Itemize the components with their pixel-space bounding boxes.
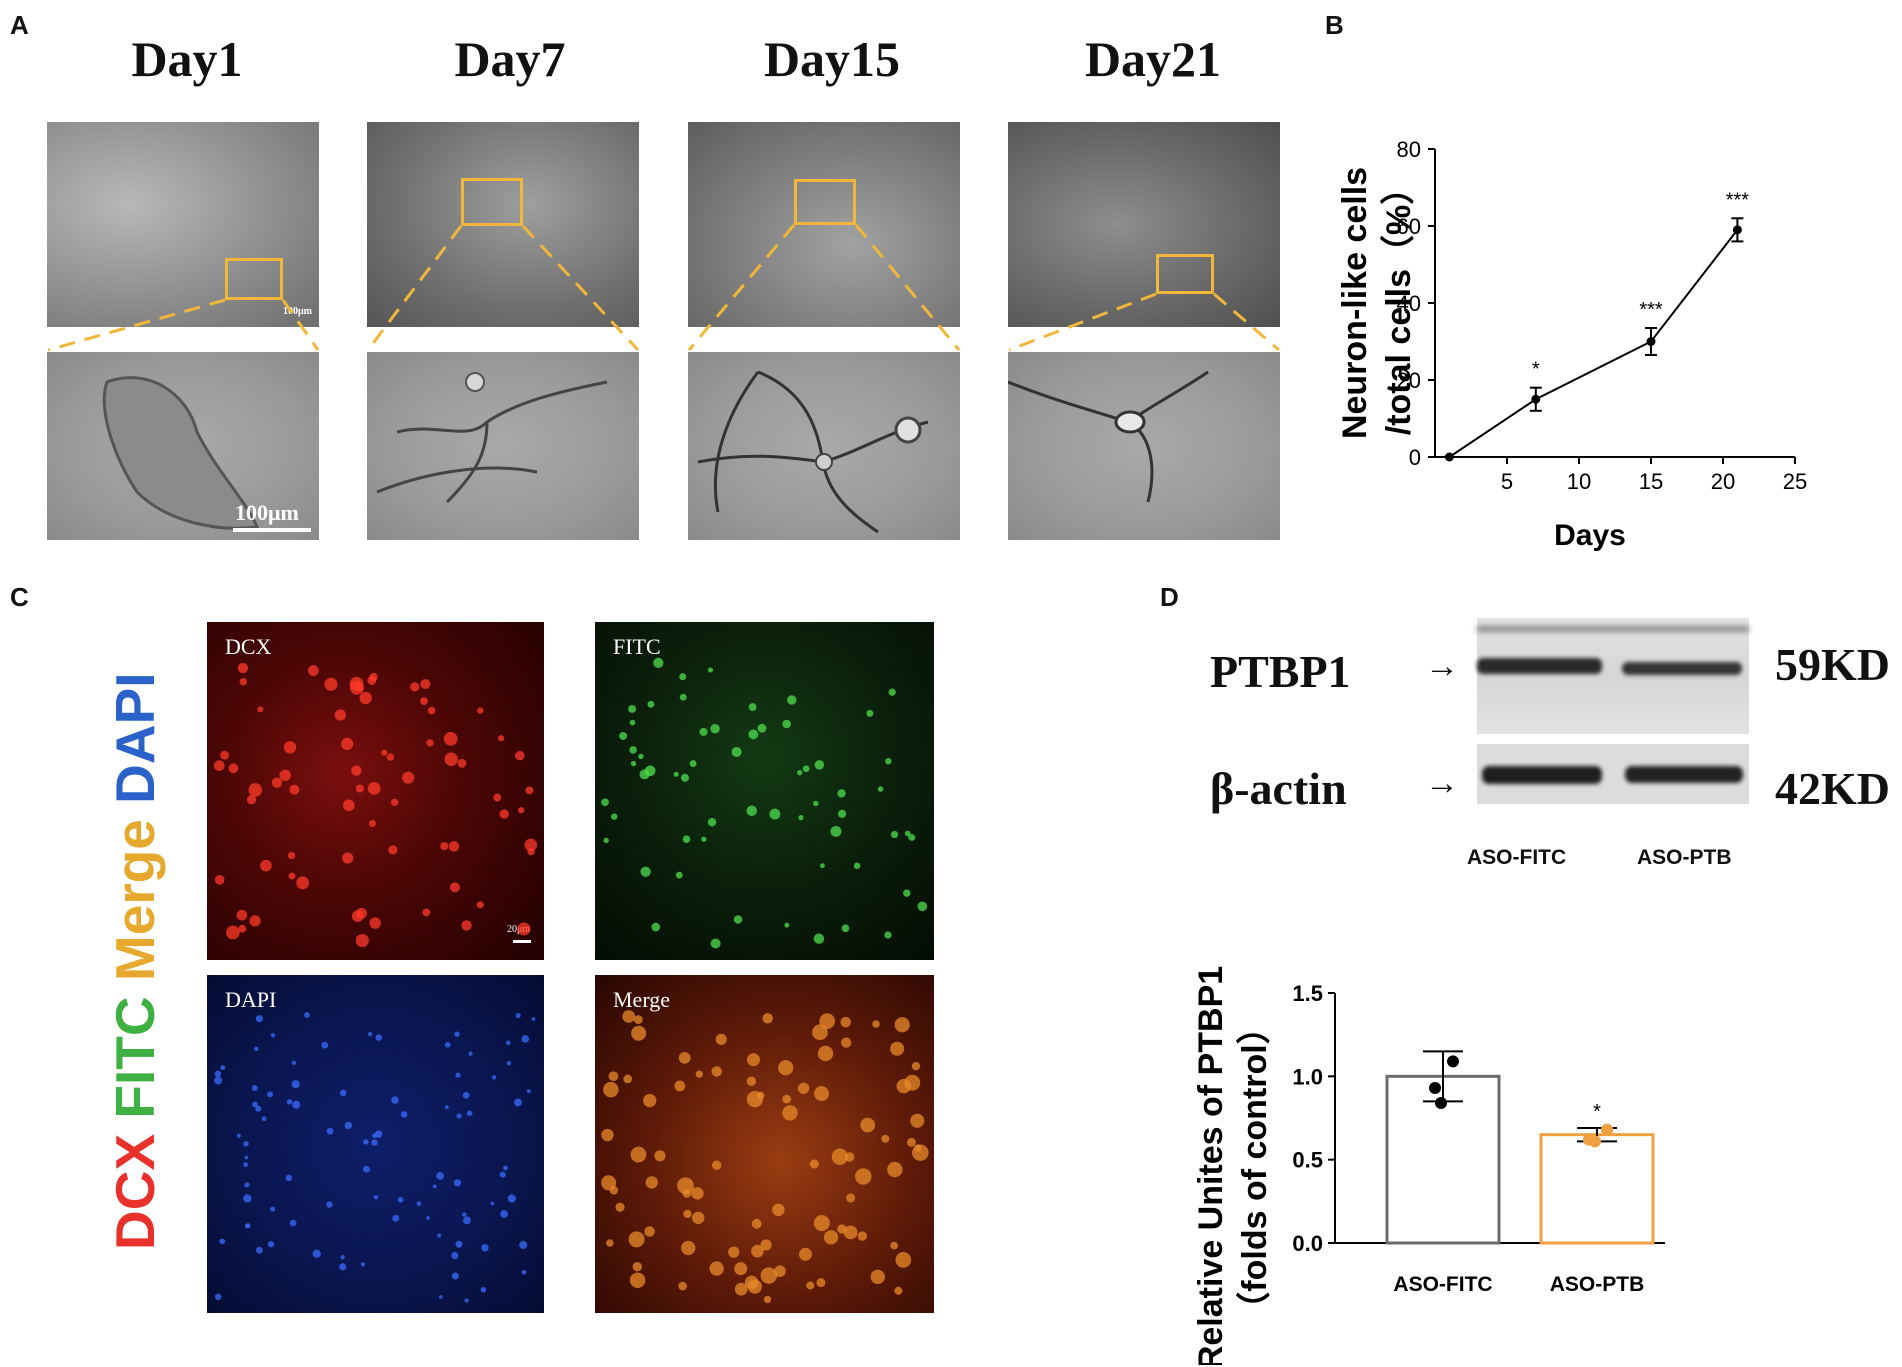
micrograph-day7-zoom: [367, 352, 639, 540]
micrograph-day21-overview: [1008, 122, 1280, 327]
fluor-dapi: DAPI: [207, 975, 544, 1313]
y-tick-label: 80: [1397, 137, 1421, 162]
y-axis-label-line2: （folds of control）: [1235, 1010, 1274, 1325]
scale-bar-20um: 20μm: [507, 924, 531, 935]
micrograph-day1-overview: 100μm: [47, 122, 319, 327]
significance-label: *: [1532, 359, 1540, 381]
data-point: [1447, 1055, 1459, 1068]
micrograph-day15-zoom: [688, 352, 960, 540]
panel-letter-c: C: [10, 582, 29, 612]
day-label-7: Day7: [454, 31, 566, 87]
x-tick-label: 5: [1501, 469, 1513, 494]
data-point: [1444, 452, 1454, 462]
data-point: [1429, 1082, 1441, 1094]
y-tick-label: 60: [1397, 214, 1421, 239]
lane-label-aso-ptb: ASO-PTB: [1637, 846, 1732, 869]
arrow-ptbp1: →: [1425, 648, 1459, 685]
size-label-42kd: 42KD: [1775, 763, 1890, 814]
legend-merge: Merge: [104, 819, 166, 982]
fluor-dcx: DCX 20μm: [207, 622, 544, 960]
y-tick-label: 20: [1397, 368, 1421, 393]
fluor-fitc: FITC: [595, 622, 934, 960]
y-axis-label-line1: Neuron-like cells: [1336, 167, 1374, 439]
y-tick-label: 1.5: [1292, 981, 1323, 1006]
series-line: [1448, 229, 1739, 458]
fluor-merge: Merge: [595, 975, 934, 1313]
panel-letter-a: A: [10, 10, 29, 40]
y-axis-label-group: Relative Unites of PTBP1 （folds of contro…: [1192, 966, 1274, 1365]
data-point: [1435, 1097, 1447, 1109]
micrograph-day1-zoom: 100μm: [47, 352, 319, 540]
data-point: [1601, 1123, 1613, 1136]
bar-chart: 0.0 0.5 1.0 1.5 ASO-FITC * ASO-PTB Relative Uni…: [1192, 966, 1665, 1365]
arrow-actin: →: [1425, 765, 1459, 802]
zoom-lines: [47, 224, 1280, 352]
scale-bar-large: 100μm: [235, 500, 299, 525]
micrograph-day15-overview: [688, 122, 960, 327]
day-label-21: Day21: [1084, 31, 1222, 87]
day-label-15: Day15: [763, 31, 901, 87]
x-tick-label: 20: [1711, 469, 1735, 494]
size-label-59kd: 59KD: [1775, 639, 1890, 690]
blot-ptbp1: [1477, 618, 1749, 734]
data-point: [1732, 225, 1742, 235]
x-axis-label: Days: [1554, 519, 1626, 552]
blot-actin: [1477, 744, 1749, 804]
data-point: [1646, 337, 1656, 346]
bar: [1539, 1133, 1655, 1245]
panel-letter-d: D: [1160, 582, 1179, 612]
y-tick-label: 1.0: [1292, 1064, 1323, 1089]
significance-label: ***: [1639, 299, 1663, 321]
x-tick-label: ASO-FITC: [1393, 1273, 1492, 1296]
day-label-1: Day1: [131, 31, 243, 87]
y-tick-label: 0: [1409, 445, 1421, 470]
legend-dapi: DAPI: [104, 672, 166, 804]
x-tick-label: 25: [1783, 469, 1807, 494]
lane-label-aso-fitc: ASO-FITC: [1467, 846, 1567, 869]
significance-label: ***: [1726, 189, 1750, 211]
y-axis-label-group: Neuron-like cells/total cells（%）: [1336, 167, 1418, 439]
vertical-legend: DCX FITC Merge DAPI: [104, 650, 166, 1250]
x-tick-label: 15: [1639, 469, 1663, 494]
line-chart: 5 10 15 20 25020406080*******DaysNeuron-like…: [1336, 137, 1807, 552]
panel-letter-b: B: [1325, 10, 1344, 40]
data-point: [1589, 1135, 1601, 1148]
data-point: [1531, 394, 1541, 404]
scale-bar-small: 100μm: [283, 306, 312, 317]
y-tick-label: 0.5: [1292, 1148, 1323, 1173]
x-tick-label: 10: [1567, 469, 1591, 494]
significance-label: *: [1593, 1101, 1601, 1123]
micrograph-day21-zoom: [1008, 352, 1280, 540]
y-axis-label-line1: Relative Unites of PTBP1: [1192, 966, 1230, 1365]
y-tick-label: 0.0: [1292, 1231, 1323, 1256]
y-tick-label: 40: [1397, 291, 1421, 316]
x-tick-label: ASO-PTB: [1550, 1273, 1645, 1296]
legend-fitc: FITC: [104, 996, 166, 1119]
legend-dcx: DCX: [104, 1133, 166, 1250]
y-axis-label-line2: /total cells（%）: [1379, 171, 1418, 436]
band-label-ptbp1: PTBP1: [1210, 646, 1351, 697]
band-label-actin: β-actin: [1210, 763, 1347, 814]
